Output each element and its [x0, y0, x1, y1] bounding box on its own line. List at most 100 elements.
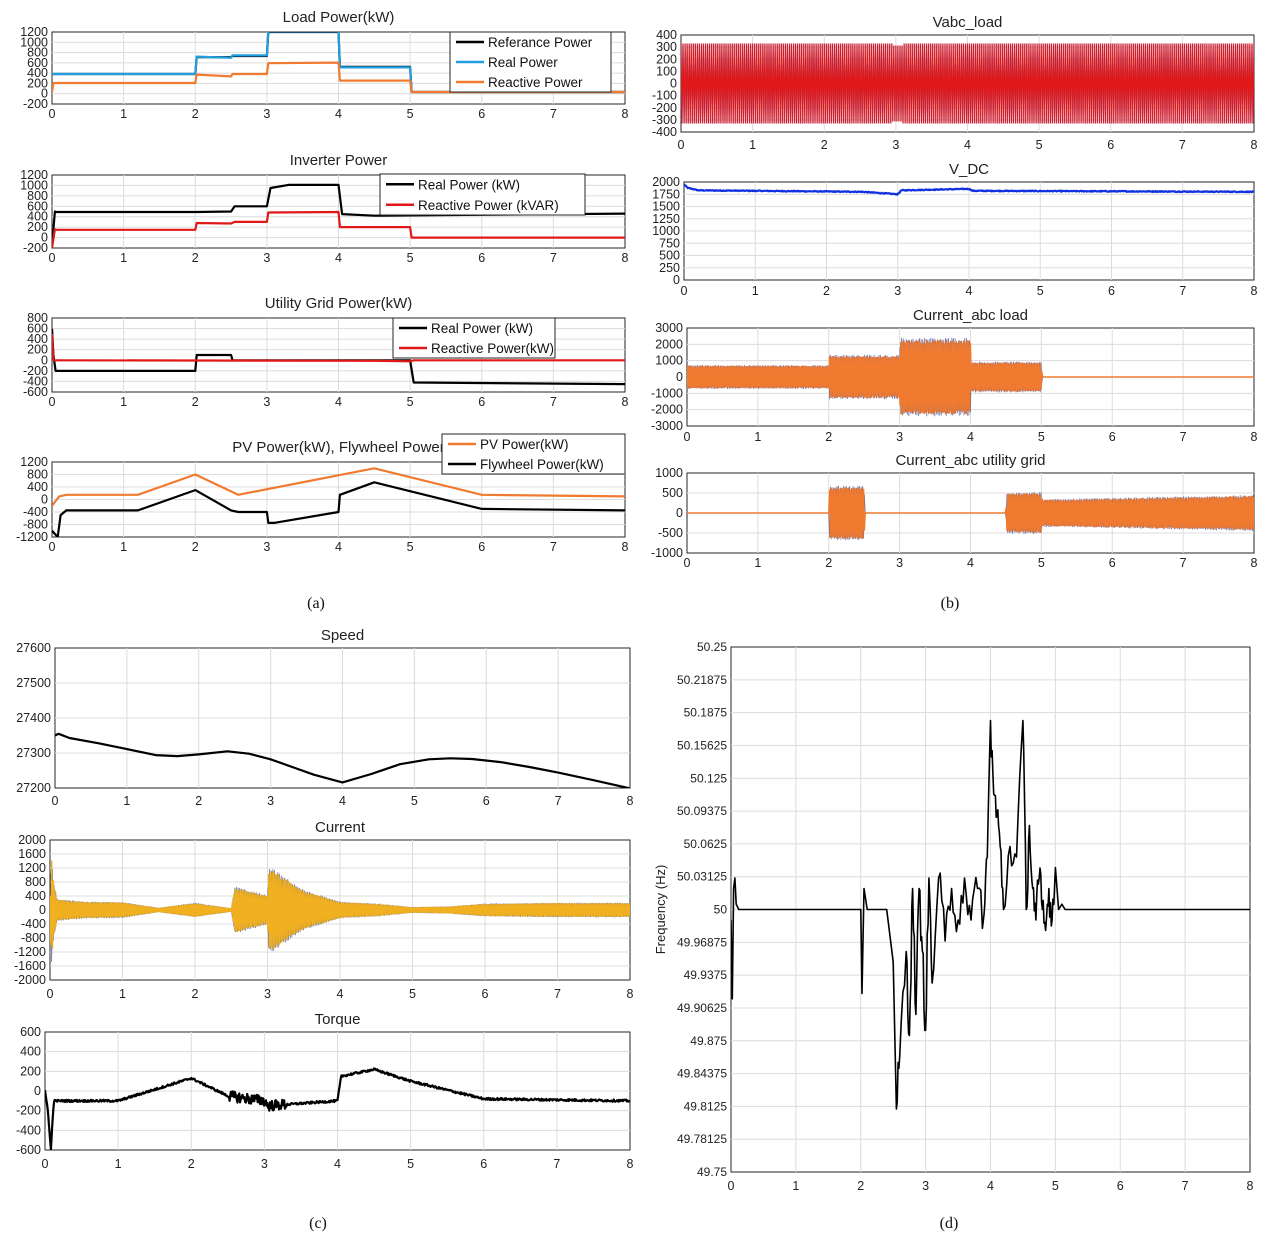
- y-tick-label: -1200: [14, 945, 46, 959]
- legend: Real Power (kW) Reactive Power (kVAR): [379, 173, 586, 216]
- x-tick-label: 0: [49, 540, 56, 554]
- panel-label-b: (b): [941, 595, 960, 612]
- x-tick-label: 0: [49, 395, 56, 409]
- x-tick-label: 0: [49, 251, 56, 265]
- y-tick-label: 200: [27, 220, 48, 234]
- x-tick-label: 0: [684, 430, 691, 444]
- x-tick-label: 6: [1109, 556, 1116, 570]
- y-tick-label: 1500: [652, 200, 680, 214]
- x-tick-label: 4: [967, 556, 974, 570]
- y-tick-label: 0: [34, 1084, 41, 1098]
- y-tick-label: 27200: [16, 781, 51, 795]
- chart-title: Utility Grid Power(kW): [265, 295, 413, 312]
- y-tick-label: -800: [23, 518, 48, 532]
- y-tick-label: -400: [16, 1123, 41, 1137]
- x-tick-label: 8: [622, 395, 629, 409]
- x-tick-label: 6: [483, 794, 490, 808]
- x-tick-label: 8: [622, 251, 629, 265]
- series-line-reactive-power-kvar-: [52, 210, 625, 248]
- y-tick-label: 500: [659, 249, 680, 263]
- series-line-pv-power-kw-: [52, 467, 625, 507]
- series-line-0: [731, 719, 1250, 1110]
- y-tick-label: -800: [21, 931, 46, 945]
- x-tick-label: 1: [120, 540, 127, 554]
- x-tick-label: 3: [922, 1179, 929, 1193]
- x-tick-label: 7: [1180, 556, 1187, 570]
- x-tick-label: 5: [1038, 430, 1045, 444]
- y-tick-label: 49.90625: [677, 1001, 727, 1015]
- y-tick-label: -400: [23, 374, 48, 388]
- y-tick-label: 0: [673, 273, 680, 287]
- x-tick-label: 1: [119, 987, 126, 1001]
- x-tick-label: 3: [892, 138, 899, 152]
- y-tick-label: -3000: [651, 419, 683, 433]
- x-tick-label: 2: [857, 1179, 864, 1193]
- y-tick-label: 27500: [16, 676, 51, 690]
- x-tick-label: 3: [896, 556, 903, 570]
- legend-label: PV Power(kW): [480, 437, 569, 452]
- x-tick-label: 5: [1052, 1179, 1059, 1193]
- y-tick-label: 1200: [20, 25, 48, 39]
- y-tick-label: 49.84375: [677, 1067, 727, 1081]
- y-tick-label: 800: [25, 875, 46, 889]
- y-tick-label: 49.96875: [677, 935, 727, 949]
- y-tick-label: 400: [20, 1045, 41, 1059]
- x-tick-label: 4: [987, 1179, 994, 1193]
- x-tick-label: 1: [120, 395, 127, 409]
- y-tick-label: -200: [23, 241, 48, 255]
- x-tick-label: 2: [825, 556, 832, 570]
- y-tick-label: -300: [652, 113, 677, 127]
- legend-box: [392, 317, 556, 359]
- series-layer: [52, 183, 625, 248]
- x-tick-label: 7: [1180, 430, 1187, 444]
- x-tick-label: 4: [335, 540, 342, 554]
- x-tick-label: 6: [478, 540, 485, 554]
- x-tick-label: 8: [1251, 556, 1258, 570]
- y-tick-label: 1200: [20, 455, 48, 469]
- x-tick-label: 7: [555, 794, 562, 808]
- x-tick-label: 6: [482, 987, 489, 1001]
- panel-label-a: (a): [307, 595, 325, 612]
- y-tick-label: 0: [41, 493, 48, 507]
- y-tick-label: 49.8125: [684, 1099, 728, 1113]
- x-tick-label: 7: [550, 540, 557, 554]
- y-axis-label: Frequency (Hz): [653, 865, 668, 955]
- y-tick-label: 0: [676, 370, 683, 384]
- x-tick-label: 8: [622, 107, 629, 121]
- y-tick-label: 1000: [20, 178, 48, 192]
- y-tick-label: 49.875: [690, 1034, 727, 1048]
- x-tick-label: 7: [550, 251, 557, 265]
- x-tick-label: 5: [1036, 138, 1043, 152]
- y-tick-label: 1000: [652, 224, 680, 238]
- y-tick-label: 49.78125: [677, 1132, 727, 1146]
- series-line-reactive-power: [52, 61, 625, 94]
- chart-title: Speed: [321, 627, 364, 644]
- y-tick-label: 50.09375: [677, 804, 727, 818]
- y-tick-label: -200: [23, 364, 48, 378]
- y-tick-label: 800: [27, 311, 48, 325]
- x-tick-label: 6: [1109, 430, 1116, 444]
- x-tick-label: 3: [263, 251, 270, 265]
- y-tick-label: 27300: [16, 746, 51, 760]
- y-tick-label: 600: [27, 199, 48, 213]
- y-tick-label: 1750: [652, 187, 680, 201]
- x-tick-label: 5: [407, 540, 414, 554]
- y-tick-label: -400: [652, 125, 677, 139]
- x-tick-label: 4: [339, 794, 346, 808]
- y-tick-label: 1250: [652, 212, 680, 226]
- y-tick-label: 27600: [16, 641, 51, 655]
- x-tick-label: 4: [967, 430, 974, 444]
- x-tick-label: 8: [1251, 284, 1258, 298]
- panel-label-d: (d): [940, 1215, 959, 1232]
- legend: PV Power(kW) Flywheel Power(kW): [441, 433, 626, 475]
- chart-title: Current: [315, 819, 366, 836]
- y-tick-label: 600: [20, 1025, 41, 1039]
- x-tick-label: 5: [409, 987, 416, 1001]
- chart-title: Vabc_load: [933, 14, 1003, 31]
- y-tick-label: 2000: [18, 833, 46, 847]
- x-tick-label: 0: [52, 794, 59, 808]
